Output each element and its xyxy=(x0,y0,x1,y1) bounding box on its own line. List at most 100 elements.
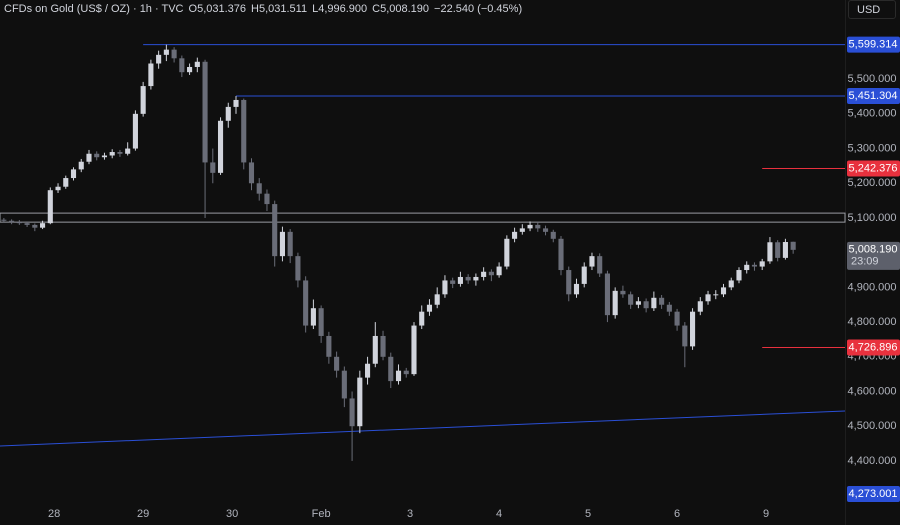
candle-body xyxy=(635,301,641,305)
x-tick-label: 28 xyxy=(48,508,60,520)
candle-body xyxy=(16,222,22,224)
candle-body xyxy=(233,99,239,107)
candle-body xyxy=(434,294,440,305)
y-tick-label: 4,500.000 xyxy=(848,420,897,432)
close: C5,008.190 xyxy=(372,3,430,15)
candle-body xyxy=(442,280,448,295)
candle-body xyxy=(419,311,425,326)
currency-button[interactable]: USD xyxy=(848,0,896,19)
candle-body xyxy=(225,106,231,121)
candle-body xyxy=(643,301,649,309)
candle-body xyxy=(550,231,556,239)
candle-body xyxy=(202,61,208,163)
x-tick-label: Feb xyxy=(312,508,331,520)
candle-body xyxy=(465,276,471,281)
candle-body xyxy=(55,186,61,191)
candle-body xyxy=(535,224,541,229)
candle-body xyxy=(125,148,131,154)
candle-body xyxy=(573,283,580,295)
candle-body xyxy=(527,224,533,229)
y-tick-label: 5,500.000 xyxy=(848,73,897,85)
x-tick-label: 30 xyxy=(226,508,238,520)
candle-body xyxy=(341,370,347,399)
y-tick-label: 4,600.000 xyxy=(848,385,897,397)
candle-body xyxy=(519,228,525,232)
candle-body xyxy=(597,256,603,274)
x-tick-label: 9 xyxy=(763,508,769,520)
candle-body xyxy=(682,325,688,347)
candle-body xyxy=(241,99,247,163)
candle-body xyxy=(411,325,417,375)
candle-body xyxy=(481,271,487,277)
level-label-box xyxy=(847,88,900,105)
candle-body xyxy=(148,63,154,87)
candle-body xyxy=(558,238,564,271)
candle-body xyxy=(659,297,665,305)
candle-body xyxy=(24,223,30,225)
candle-body xyxy=(496,266,502,276)
candle-body xyxy=(426,304,433,312)
y-tick-label: 4,900.000 xyxy=(848,281,897,293)
candle-body xyxy=(450,280,456,284)
level-label-box xyxy=(847,36,900,53)
candle-body xyxy=(279,231,285,257)
candle-body xyxy=(40,223,46,228)
candle-body xyxy=(194,61,200,67)
candle-body xyxy=(589,256,595,267)
trendline xyxy=(0,410,846,447)
candle-body xyxy=(666,304,672,312)
candle-body xyxy=(217,120,224,173)
candle-body xyxy=(628,294,634,305)
last-price-box xyxy=(847,241,900,270)
candle-body xyxy=(388,356,394,382)
y-tick-label: 5,400.000 xyxy=(848,108,897,120)
y-tick-label: 5,200.000 xyxy=(848,177,897,189)
candle-body xyxy=(248,162,255,184)
last-price-label: 5,008.190 xyxy=(849,244,898,256)
candle-body xyxy=(620,290,626,295)
candle-body xyxy=(651,297,657,309)
candle-body xyxy=(674,311,680,326)
candle-body xyxy=(457,276,463,284)
candle-body xyxy=(272,204,278,257)
candle-body xyxy=(705,294,711,302)
candle-body xyxy=(604,273,610,316)
level-label-box xyxy=(847,339,900,356)
candle-body xyxy=(86,153,92,162)
level-label: 5,451.304 xyxy=(849,90,898,102)
candle-body xyxy=(713,294,719,296)
candle-body xyxy=(512,231,518,239)
candle-body xyxy=(326,335,332,357)
candle-body xyxy=(782,242,788,258)
candle-body xyxy=(109,152,115,156)
symbol: CFDs on Gold (US$ / OZ) · 1h · TVC xyxy=(4,3,184,15)
candle-body xyxy=(9,220,15,223)
candle-body xyxy=(117,152,123,154)
zone xyxy=(0,212,846,223)
x-tick-label: 6 xyxy=(674,508,680,520)
level-label-box xyxy=(847,486,900,502)
level-label: 5,599.314 xyxy=(849,39,898,51)
level-label: 5,242.376 xyxy=(849,162,898,174)
low: L4,996.900 xyxy=(312,3,368,15)
candle-body xyxy=(63,178,69,187)
high: H5,031.511 xyxy=(251,3,308,15)
candle-body xyxy=(303,280,309,326)
candle-body xyxy=(612,290,618,316)
candle-body xyxy=(101,155,108,158)
candle-body xyxy=(171,49,177,59)
candle-body xyxy=(163,49,169,55)
candle-body xyxy=(775,242,781,258)
candle-body xyxy=(720,287,727,295)
candle-body xyxy=(264,193,270,205)
candle-body xyxy=(357,377,363,427)
header: CFDs on Gold (US$ / OZ) · 1h · TVC O5,03… xyxy=(4,3,522,15)
candle-body xyxy=(187,66,193,73)
candle-body xyxy=(566,270,572,295)
candle-body xyxy=(690,311,696,347)
x-tick-label: 3 xyxy=(407,508,413,520)
candle-body xyxy=(1,219,7,221)
x-tick-label: 4 xyxy=(496,508,502,520)
